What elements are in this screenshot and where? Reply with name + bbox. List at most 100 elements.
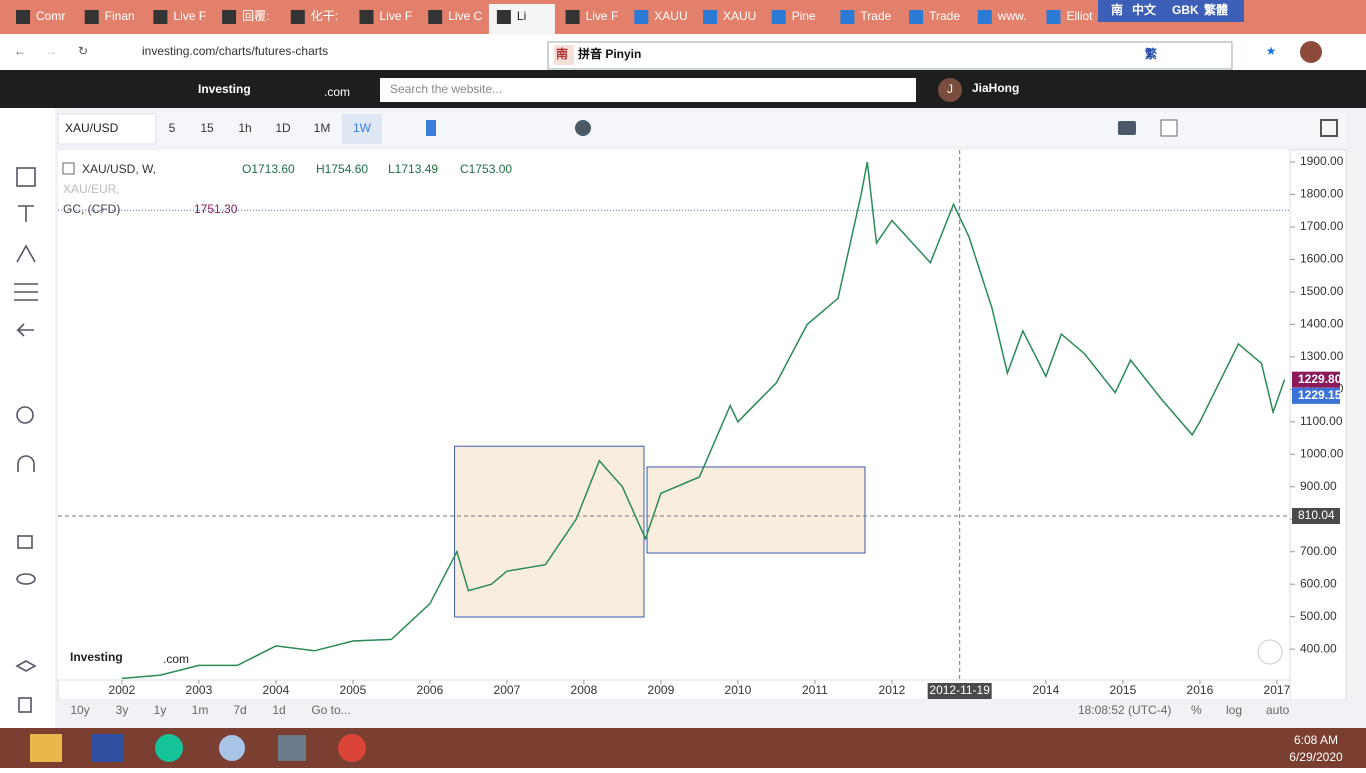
range-button[interactable]: Go to...	[311, 703, 350, 717]
eye-tool[interactable]	[16, 573, 36, 585]
tab-title[interactable]: XAUU	[723, 9, 756, 23]
auto-toggle[interactable]: auto	[1266, 703, 1290, 717]
rect-tool[interactable]	[16, 167, 36, 187]
interval[interactable]: 1h	[238, 121, 251, 135]
ime-icon: 南	[1111, 2, 1123, 17]
color-icon[interactable]	[1160, 119, 1178, 137]
tab-title[interactable]: Live C	[448, 9, 482, 23]
ime-trad[interactable]: 繁	[1145, 46, 1158, 61]
log-toggle[interactable]: log	[1226, 703, 1242, 717]
tab-title[interactable]: Comr	[36, 9, 65, 23]
tab-title[interactable]: Live F	[173, 9, 206, 23]
range-button[interactable]: 1y	[154, 703, 167, 717]
tab-title[interactable]: XAUU	[654, 9, 687, 23]
tab-title[interactable]: 回覆:	[242, 9, 269, 23]
tab-title[interactable]: 化干:	[311, 9, 338, 23]
tab-icon	[840, 10, 855, 24]
y-tick-label: 700.00	[1300, 544, 1337, 558]
symbol[interactable]: XAU/USD	[65, 121, 119, 135]
interval[interactable]: 1W	[353, 121, 372, 135]
x-tick-label: 2017	[1264, 683, 1291, 697]
interval[interactable]: 1M	[314, 121, 331, 135]
tab-title[interactable]: Pine	[792, 9, 816, 23]
tab-title[interactable]: Finan	[105, 9, 135, 23]
back-button[interactable]: ←	[14, 44, 26, 58]
collapse-box[interactable]	[62, 162, 75, 175]
zoom-tool[interactable]	[16, 406, 34, 424]
tabs: Comr Finan Live F 回覆: 化干: Live F Live C Li Live …	[8, 4, 1105, 34]
bookmark-star[interactable]: ★	[1266, 44, 1277, 58]
sidebar-icons	[14, 167, 38, 713]
chrome[interactable]	[338, 734, 366, 762]
fullscreen-icon[interactable]	[1320, 119, 1338, 137]
layers-tool[interactable]	[15, 660, 37, 672]
trash-tool[interactable]	[18, 697, 32, 713]
y-tick-label: 900.00	[1300, 479, 1337, 493]
interval-active[interactable]	[342, 114, 382, 144]
range-button[interactable]: 10y	[70, 703, 89, 717]
range-button[interactable]: 3y	[116, 703, 129, 717]
settings-icon[interactable]	[575, 120, 591, 136]
fib-tool[interactable]	[14, 283, 38, 301]
tab-title[interactable]: Live F	[586, 9, 619, 23]
camera-icon[interactable]	[1118, 121, 1136, 135]
tab-title[interactable]: Live F	[380, 9, 413, 23]
site-logo-suffix[interactable]: .com	[324, 85, 350, 99]
tab-title[interactable]: Trade	[860, 9, 891, 23]
profile[interactable]	[1300, 41, 1322, 63]
explorer[interactable]	[30, 734, 62, 762]
ime-mode: 拼音 Pinyin	[578, 46, 641, 61]
ime-app[interactable]	[92, 734, 124, 762]
legend-low: L1713.49	[388, 162, 438, 176]
site-logo[interactable]: Investing	[198, 82, 251, 96]
crosshair-x-badge	[927, 683, 992, 699]
y-tick-label: 1000.00	[1300, 446, 1344, 460]
y-tick-label: 1500.00	[1300, 284, 1344, 298]
ranges: 10y 3y 1y 1m 7d 1d Go to...	[70, 703, 350, 717]
x-tick-label: 2009	[648, 683, 675, 697]
grammarly[interactable]	[155, 734, 183, 762]
pattern-tool[interactable]	[16, 244, 36, 263]
app[interactable]	[219, 735, 245, 761]
url[interactable]: investing.com/charts/futures-charts	[142, 44, 328, 58]
interval[interactable]: 5	[169, 121, 176, 135]
user-name[interactable]: JiaHong	[972, 81, 1019, 95]
search-placeholder[interactable]: Search the website...	[390, 82, 502, 96]
x-tick-label: 2003	[186, 683, 213, 697]
tab-title[interactable]: Trade	[929, 9, 960, 23]
text-tool[interactable]	[18, 205, 34, 222]
candle-icon[interactable]	[426, 120, 436, 136]
x-tick-label: 2014	[1033, 683, 1060, 697]
plot-area	[58, 150, 1290, 680]
percent-toggle[interactable]: %	[1191, 703, 1202, 717]
tab-icon	[290, 10, 305, 24]
legend-compare: XAU/EUR,	[63, 182, 120, 196]
search-box[interactable]	[380, 78, 916, 102]
y-tick-label: 1800.00	[1300, 187, 1344, 201]
tab-title[interactable]: www.	[997, 9, 1027, 23]
magnet-tool[interactable]	[17, 455, 35, 472]
interval[interactable]: 15	[200, 121, 214, 135]
interval[interactable]: 1D	[275, 121, 291, 135]
avatar-letter[interactable]: J	[947, 82, 953, 96]
lock-tool[interactable]	[17, 535, 33, 549]
ime-bar	[547, 41, 1233, 70]
forward-button[interactable]: →	[45, 44, 57, 58]
tab-title[interactable]: Elliot	[1067, 9, 1094, 23]
app[interactable]	[278, 735, 306, 761]
back-tool[interactable]	[16, 323, 34, 337]
tab-icon	[565, 10, 580, 24]
tab-title[interactable]: Li	[517, 9, 526, 23]
avatar[interactable]	[938, 78, 962, 102]
bottom-bar	[58, 700, 1346, 722]
symbol-box[interactable]	[57, 113, 157, 145]
y-tick-label: 1100.00	[1300, 414, 1343, 428]
price-line	[121, 161, 1286, 680]
x-tick-label: 2002	[109, 683, 136, 697]
tab-icon	[428, 10, 443, 24]
reload-button[interactable]: ↻	[78, 44, 88, 58]
scroll-button[interactable]	[1257, 639, 1283, 665]
range-button[interactable]: 7d	[233, 703, 246, 717]
range-button[interactable]: 1d	[272, 703, 285, 717]
range-button[interactable]: 1m	[192, 703, 209, 717]
